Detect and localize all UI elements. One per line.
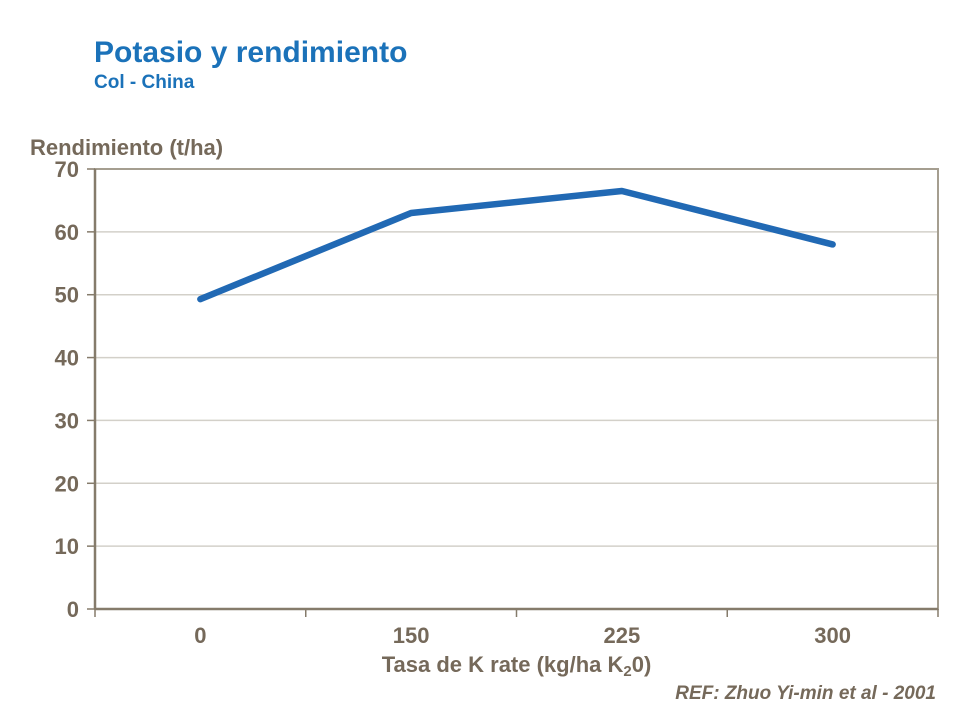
x-axis-title: Tasa de K rate (kg/ha K20) xyxy=(95,652,938,681)
plot-border xyxy=(94,168,939,610)
x-axis-title-end: 0) xyxy=(631,652,652,677)
chart-subtitle: Col - China xyxy=(94,72,195,93)
y-tick-label: 30 xyxy=(55,408,79,433)
reference-note: REF: Zhuo Yi-min et al - 2001 xyxy=(675,683,936,704)
y-tick-label: 40 xyxy=(55,346,79,371)
y-tick-label: 50 xyxy=(55,283,79,308)
chart-title: Potasio y rendimiento xyxy=(94,36,408,69)
x-tick-label: 300 xyxy=(814,623,851,648)
x-tick-label: 0 xyxy=(194,623,206,648)
x-tick-label: 225 xyxy=(604,623,641,648)
y-tick-label: 70 xyxy=(55,157,79,182)
y-axis-title: Rendimiento (t/ha) xyxy=(30,135,224,160)
y-tick-label: 0 xyxy=(67,597,79,622)
y-tick-label: 60 xyxy=(55,220,79,245)
x-tick-label: 150 xyxy=(393,623,430,648)
y-tick-label: 20 xyxy=(55,471,79,496)
x-axis-title-subscript: 2 xyxy=(623,663,632,681)
x-axis-title-main: Tasa de K rate (kg/ha K xyxy=(381,652,624,677)
data-line-rendimiento xyxy=(197,187,836,303)
y-tick-label: 10 xyxy=(55,534,79,559)
